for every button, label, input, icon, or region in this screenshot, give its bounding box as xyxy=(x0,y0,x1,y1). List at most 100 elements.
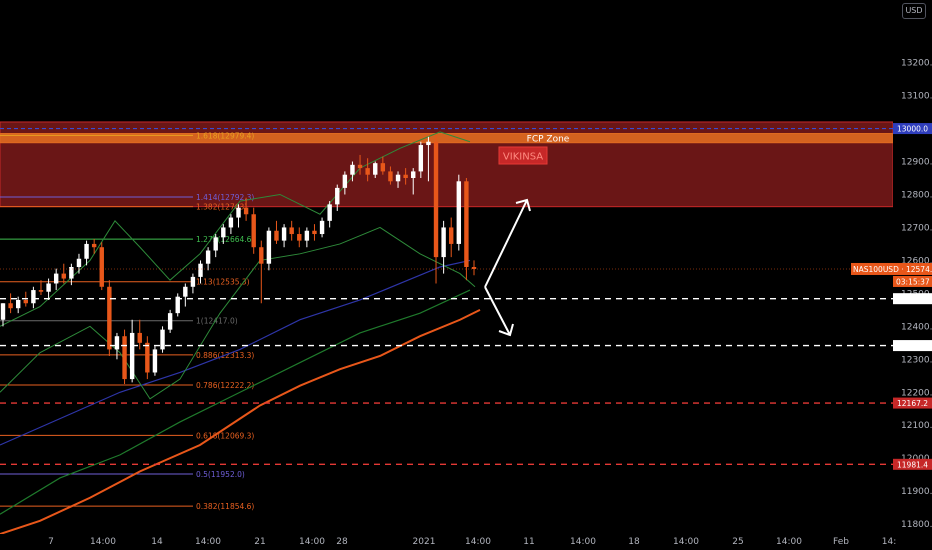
candle-body xyxy=(53,273,59,284)
candle-body xyxy=(152,349,158,373)
time-tick-label: 14:00 xyxy=(299,537,325,547)
fib-label: 1.13(12535.3) xyxy=(196,278,250,287)
fib-label: 1.272(12664.6) xyxy=(196,235,254,244)
time-tick-label: 2021 xyxy=(413,537,436,547)
candle-body xyxy=(114,336,120,350)
candle-body xyxy=(183,286,188,297)
candle-body xyxy=(107,286,112,350)
candle-body xyxy=(38,290,44,292)
candle-body xyxy=(198,263,203,277)
time-tick-label: 28 xyxy=(336,537,348,547)
arrow-up-icon xyxy=(484,198,531,288)
price-tick-label: 13100.0 xyxy=(901,92,932,102)
candle-body xyxy=(259,247,264,264)
line-price-tag: 11981.4 xyxy=(897,460,928,469)
candle-body xyxy=(304,230,310,241)
time-axis[interactable]: 7 14:00 14 14:00 21 14:00 28 2021 14:00 11 14:00 18… xyxy=(0,534,932,550)
price-tick-label: 11800.0 xyxy=(901,520,932,530)
candle-body xyxy=(274,230,279,241)
countdown-tag-bg xyxy=(893,275,932,287)
vikinsa-tag-box xyxy=(498,146,548,165)
fib-label: 0.382(11854.6) xyxy=(196,502,254,511)
horizontal-lines xyxy=(0,268,893,466)
line-price-tag: 12341.6 xyxy=(897,342,928,351)
price-tick-label: 11900.0 xyxy=(901,487,932,497)
candle-body xyxy=(433,141,439,258)
band-line xyxy=(0,226,476,400)
price-tick-label: 12400.0 xyxy=(901,322,932,332)
line-price-tag-bg xyxy=(893,458,932,470)
time-tick-label: 18 xyxy=(628,537,640,547)
price-tick-label: 12200.0 xyxy=(901,388,932,398)
candle-body xyxy=(388,171,393,182)
candle-body xyxy=(418,145,424,172)
candle-body xyxy=(464,181,469,267)
price-tick-label: 12900.0 xyxy=(901,158,932,168)
time-tick-label: 14: xyxy=(882,537,896,547)
time-tick-label: Feb xyxy=(833,537,849,547)
candle-body xyxy=(441,227,446,258)
candle-body xyxy=(84,243,89,259)
candle-body xyxy=(335,187,340,205)
candle-body xyxy=(205,250,211,264)
candle-body xyxy=(46,283,51,292)
arrow-down-icon xyxy=(484,286,514,337)
candle-body xyxy=(380,163,386,172)
time-tick-label: 21 xyxy=(254,537,265,547)
currency-button[interactable]: USD xyxy=(902,3,926,19)
candle-body xyxy=(456,181,462,244)
candle-body xyxy=(373,163,378,175)
candle-body xyxy=(266,230,272,264)
candle-body xyxy=(411,171,416,178)
line-price-tag: 12167.2 xyxy=(897,399,928,408)
line-price-tag: 12483.9 xyxy=(897,295,928,304)
time-tick-label: 7 xyxy=(48,537,54,547)
time-tick-label: 14:00 xyxy=(570,537,596,547)
zones-layer: FCP Zone xyxy=(0,121,894,208)
fib-label: 0.786(12222.2) xyxy=(196,381,254,390)
price-tick-label: 13200.0 xyxy=(901,59,932,69)
candle-body xyxy=(243,207,249,215)
candle-body xyxy=(395,174,401,182)
moving-average-line xyxy=(0,308,481,535)
price-tag-13000-bg xyxy=(893,123,932,135)
candle-body xyxy=(297,234,302,241)
candle-body xyxy=(31,290,36,304)
time-tick-label: 14:00 xyxy=(195,537,221,547)
candle-body xyxy=(61,273,66,279)
line-price-tag-bg xyxy=(893,397,932,409)
fib-label: 1.618(12979.4) xyxy=(196,131,254,140)
vikinsa-tag: VIKINSA xyxy=(503,152,543,163)
fib-label: 1.382(12763) xyxy=(196,203,247,212)
last-price-tag: NAS100USD · 12574.0 xyxy=(853,265,932,274)
candle-body xyxy=(426,141,431,146)
candle-body xyxy=(8,303,13,309)
price-tick-label: 12800.0 xyxy=(901,190,932,200)
candle-body xyxy=(221,227,226,238)
candle-body xyxy=(312,230,317,235)
price-tick-label: 12100.0 xyxy=(901,421,932,431)
candle-body xyxy=(167,313,173,330)
candle-body xyxy=(137,332,142,343)
fib-label: 1.414(12792.3) xyxy=(196,193,254,202)
time-tick-label: 14:00 xyxy=(776,537,802,547)
last-price-tag-bg xyxy=(851,262,932,275)
line-price-tag-bg xyxy=(893,293,932,305)
fib-label: 1(12417.0) xyxy=(196,317,238,326)
candle-body xyxy=(357,164,363,169)
moving-average-line xyxy=(0,259,471,446)
candle-body xyxy=(251,214,256,248)
price-axis[interactable]: 13200.0 13100.0 13000.0 12900.0 12800.0 12700… xyxy=(851,0,932,534)
candle-body xyxy=(365,168,370,175)
zone-label: FCP Zone xyxy=(527,135,570,145)
time-axis-bg xyxy=(0,534,932,550)
candle-body xyxy=(23,299,28,304)
price-tick-label: 12300.0 xyxy=(901,355,932,365)
candle-body xyxy=(76,258,82,267)
candle-body xyxy=(175,296,180,314)
time-tick-label: 25 xyxy=(732,537,743,547)
candle-body xyxy=(122,336,127,380)
price-tick-label: 12600.0 xyxy=(901,256,932,266)
candle-body xyxy=(91,243,97,248)
